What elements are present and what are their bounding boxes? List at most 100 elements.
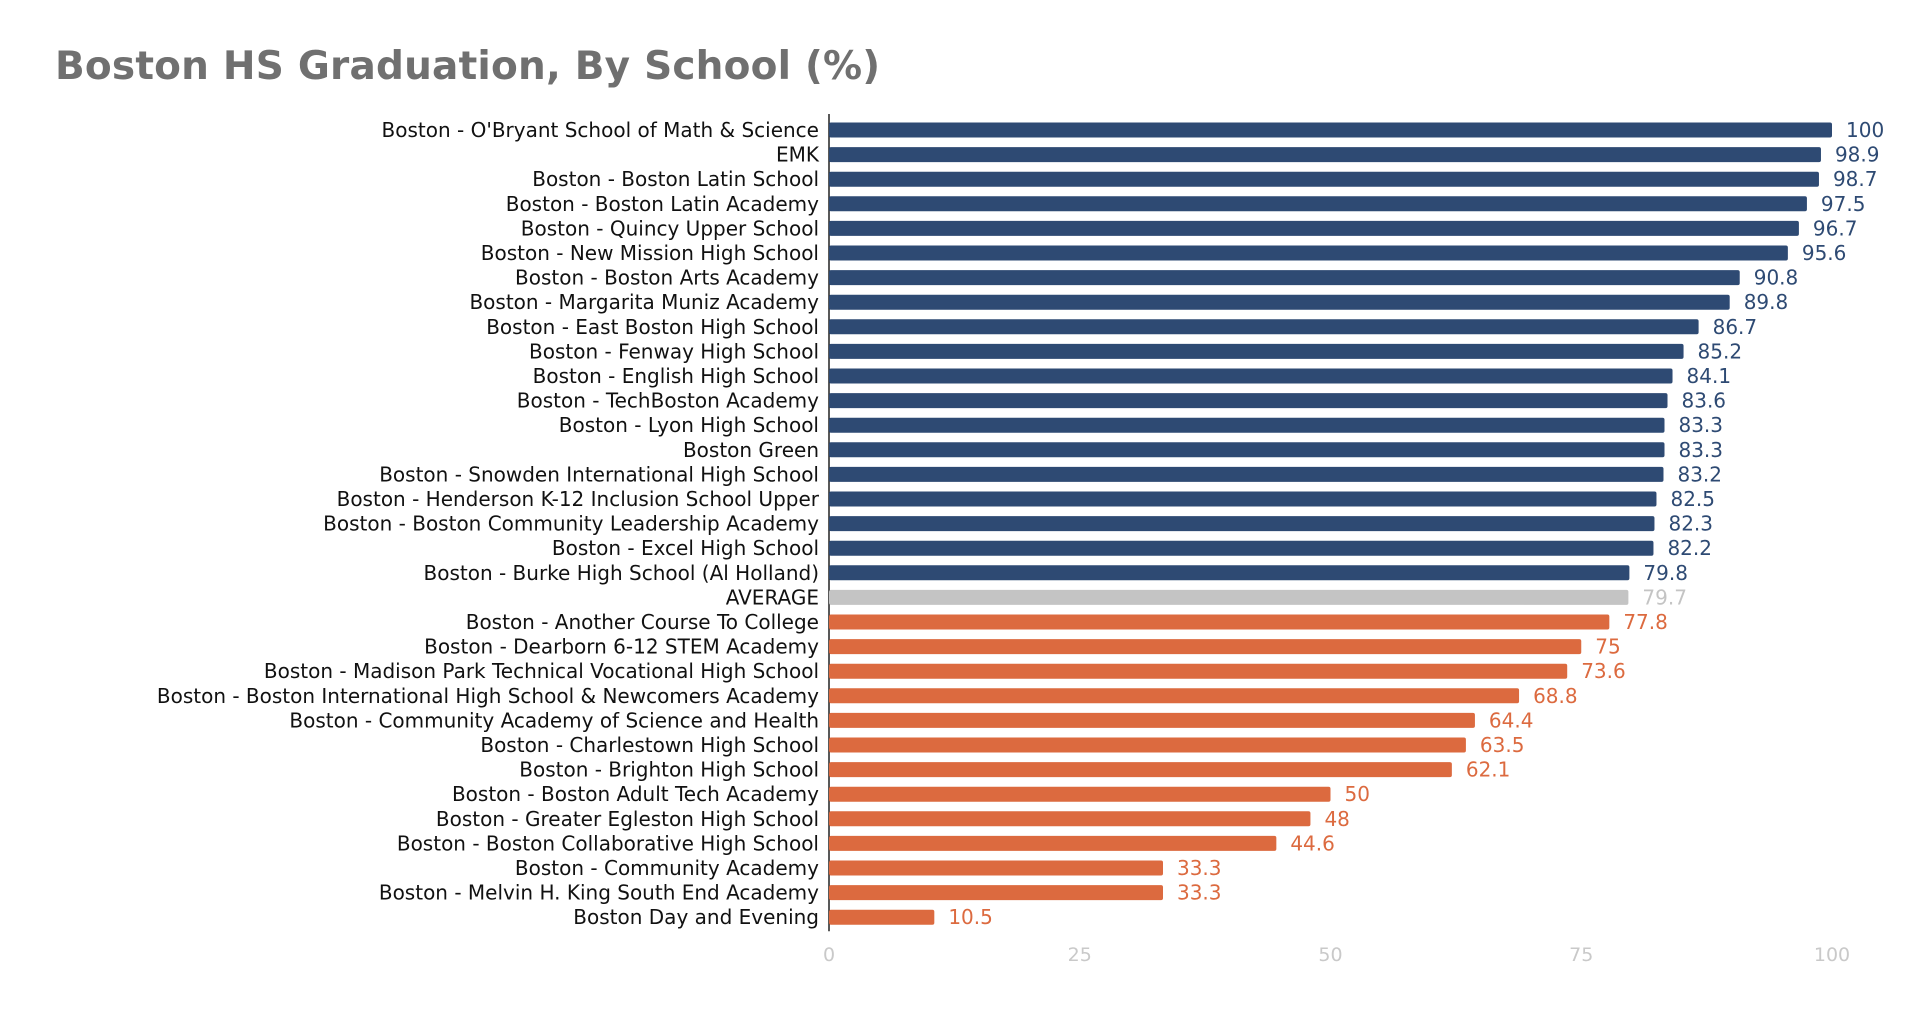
- bar: [829, 343, 1684, 359]
- data-label: 73.6: [1581, 659, 1626, 683]
- bar: [829, 589, 1629, 605]
- category-label: Boston - Boston Latin School: [532, 167, 819, 191]
- bar: [829, 196, 1807, 212]
- bar: [829, 466, 1664, 482]
- bar: [829, 811, 1311, 827]
- bar: [829, 368, 1673, 384]
- bar: [829, 762, 1452, 778]
- x-tick-label: 0: [823, 944, 835, 966]
- data-label: 98.9: [1835, 143, 1880, 167]
- bar: [829, 417, 1665, 433]
- bar: [829, 663, 1568, 679]
- data-label: 62.1: [1466, 758, 1511, 782]
- category-label: Boston - Greater Egleston High School: [436, 807, 819, 831]
- category-label: Boston - Dearborn 6-12 STEM Academy: [424, 635, 819, 659]
- category-label: Boston - Community Academy of Science an…: [289, 708, 819, 732]
- x-tick-label: 25: [1068, 944, 1092, 966]
- data-label: 50: [1345, 782, 1370, 806]
- category-label: Boston - Community Academy: [515, 856, 819, 880]
- bar: [829, 712, 1475, 728]
- bar: [829, 540, 1654, 556]
- bar: [829, 245, 1788, 261]
- bar: [829, 270, 1740, 286]
- data-label: 85.2: [1698, 339, 1743, 363]
- data-label: 86.7: [1713, 315, 1758, 339]
- data-label: 68.8: [1533, 684, 1578, 708]
- data-label: 95.6: [1802, 241, 1847, 265]
- category-label: Boston - Boston International High Schoo…: [157, 684, 819, 708]
- category-label: Boston - O'Bryant School of Math & Scien…: [382, 118, 819, 142]
- category-label: EMK: [776, 143, 820, 167]
- data-label: 48: [1324, 807, 1349, 831]
- chart-title: Boston HS Graduation, By School (%): [55, 44, 881, 89]
- category-label: Boston Day and Evening: [573, 905, 819, 929]
- category-label: Boston - Snowden International High Scho…: [379, 462, 819, 486]
- bar: [829, 688, 1520, 704]
- data-label: 100: [1846, 118, 1884, 142]
- bar: [829, 147, 1821, 163]
- data-label: 75: [1595, 635, 1620, 659]
- category-label: Boston - Another Course To College: [466, 610, 819, 634]
- category-label: Boston - Burke High School (Al Holland): [423, 561, 819, 585]
- data-label: 33.3: [1177, 881, 1222, 905]
- data-label: 82.2: [1667, 536, 1712, 560]
- category-label: Boston - New Mission High School: [481, 241, 819, 265]
- bar: [829, 516, 1655, 532]
- data-label: 33.3: [1177, 856, 1222, 880]
- bar: [829, 171, 1819, 187]
- x-tick-label: 50: [1318, 944, 1342, 966]
- data-label: 96.7: [1813, 216, 1858, 240]
- category-label: Boston - Boston Community Leadership Aca…: [323, 512, 819, 536]
- bar: [829, 835, 1277, 851]
- data-label: 83.3: [1678, 413, 1723, 437]
- category-label: Boston - Margarita Muniz Academy: [469, 290, 819, 314]
- category-label: Boston - English High School: [533, 364, 819, 388]
- data-label: 79.8: [1643, 561, 1688, 585]
- data-label: 64.4: [1489, 708, 1534, 732]
- category-label: Boston - Boston Latin Academy: [506, 192, 819, 216]
- bar: [829, 220, 1799, 236]
- category-label: Boston - East Boston High School: [486, 315, 819, 339]
- data-label: 82.5: [1670, 487, 1715, 511]
- category-label: Boston - Brighton High School: [519, 758, 819, 782]
- data-label: 98.7: [1833, 167, 1878, 191]
- data-label: 83.3: [1678, 438, 1723, 462]
- bar: [829, 885, 1163, 901]
- category-label: Boston - Charlestown High School: [480, 733, 819, 757]
- bar: [829, 909, 935, 925]
- bar: [829, 614, 1610, 630]
- bar: [829, 860, 1163, 876]
- category-label: Boston - Quincy Upper School: [521, 216, 819, 240]
- data-label: 82.3: [1668, 512, 1713, 536]
- bar: [829, 442, 1665, 458]
- data-label: 83.2: [1677, 462, 1722, 486]
- data-label: 90.8: [1754, 266, 1799, 290]
- data-label: 79.7: [1642, 585, 1687, 609]
- x-tick-label: 100: [1814, 944, 1850, 966]
- bar: [829, 319, 1699, 335]
- data-label: 83.6: [1682, 389, 1727, 413]
- bar: [829, 393, 1668, 409]
- bar: [829, 639, 1582, 655]
- category-label: Boston - Boston Adult Tech Academy: [452, 782, 819, 806]
- category-label: Boston - Lyon High School: [559, 413, 819, 437]
- category-label: Boston - TechBoston Academy: [517, 389, 819, 413]
- category-label: Boston - Fenway High School: [529, 339, 819, 363]
- category-label: AVERAGE: [726, 585, 819, 609]
- bar: [829, 491, 1657, 507]
- category-label: Boston - Boston Arts Academy: [515, 266, 819, 290]
- data-label: 97.5: [1821, 192, 1866, 216]
- data-label: 63.5: [1480, 733, 1525, 757]
- data-label: 44.6: [1290, 831, 1335, 855]
- category-label: Boston - Henderson K-12 Inclusion School…: [337, 487, 820, 511]
- category-label: Boston - Excel High School: [552, 536, 819, 560]
- bar: [829, 122, 1832, 138]
- data-label: 77.8: [1623, 610, 1668, 634]
- category-label: Boston - Melvin H. King South End Academ…: [379, 881, 819, 905]
- category-label: Boston Green: [683, 438, 819, 462]
- bar: [829, 565, 1630, 581]
- data-label: 10.5: [948, 905, 993, 929]
- category-label: Boston - Madison Park Technical Vocation…: [264, 659, 819, 683]
- bar: [829, 737, 1466, 753]
